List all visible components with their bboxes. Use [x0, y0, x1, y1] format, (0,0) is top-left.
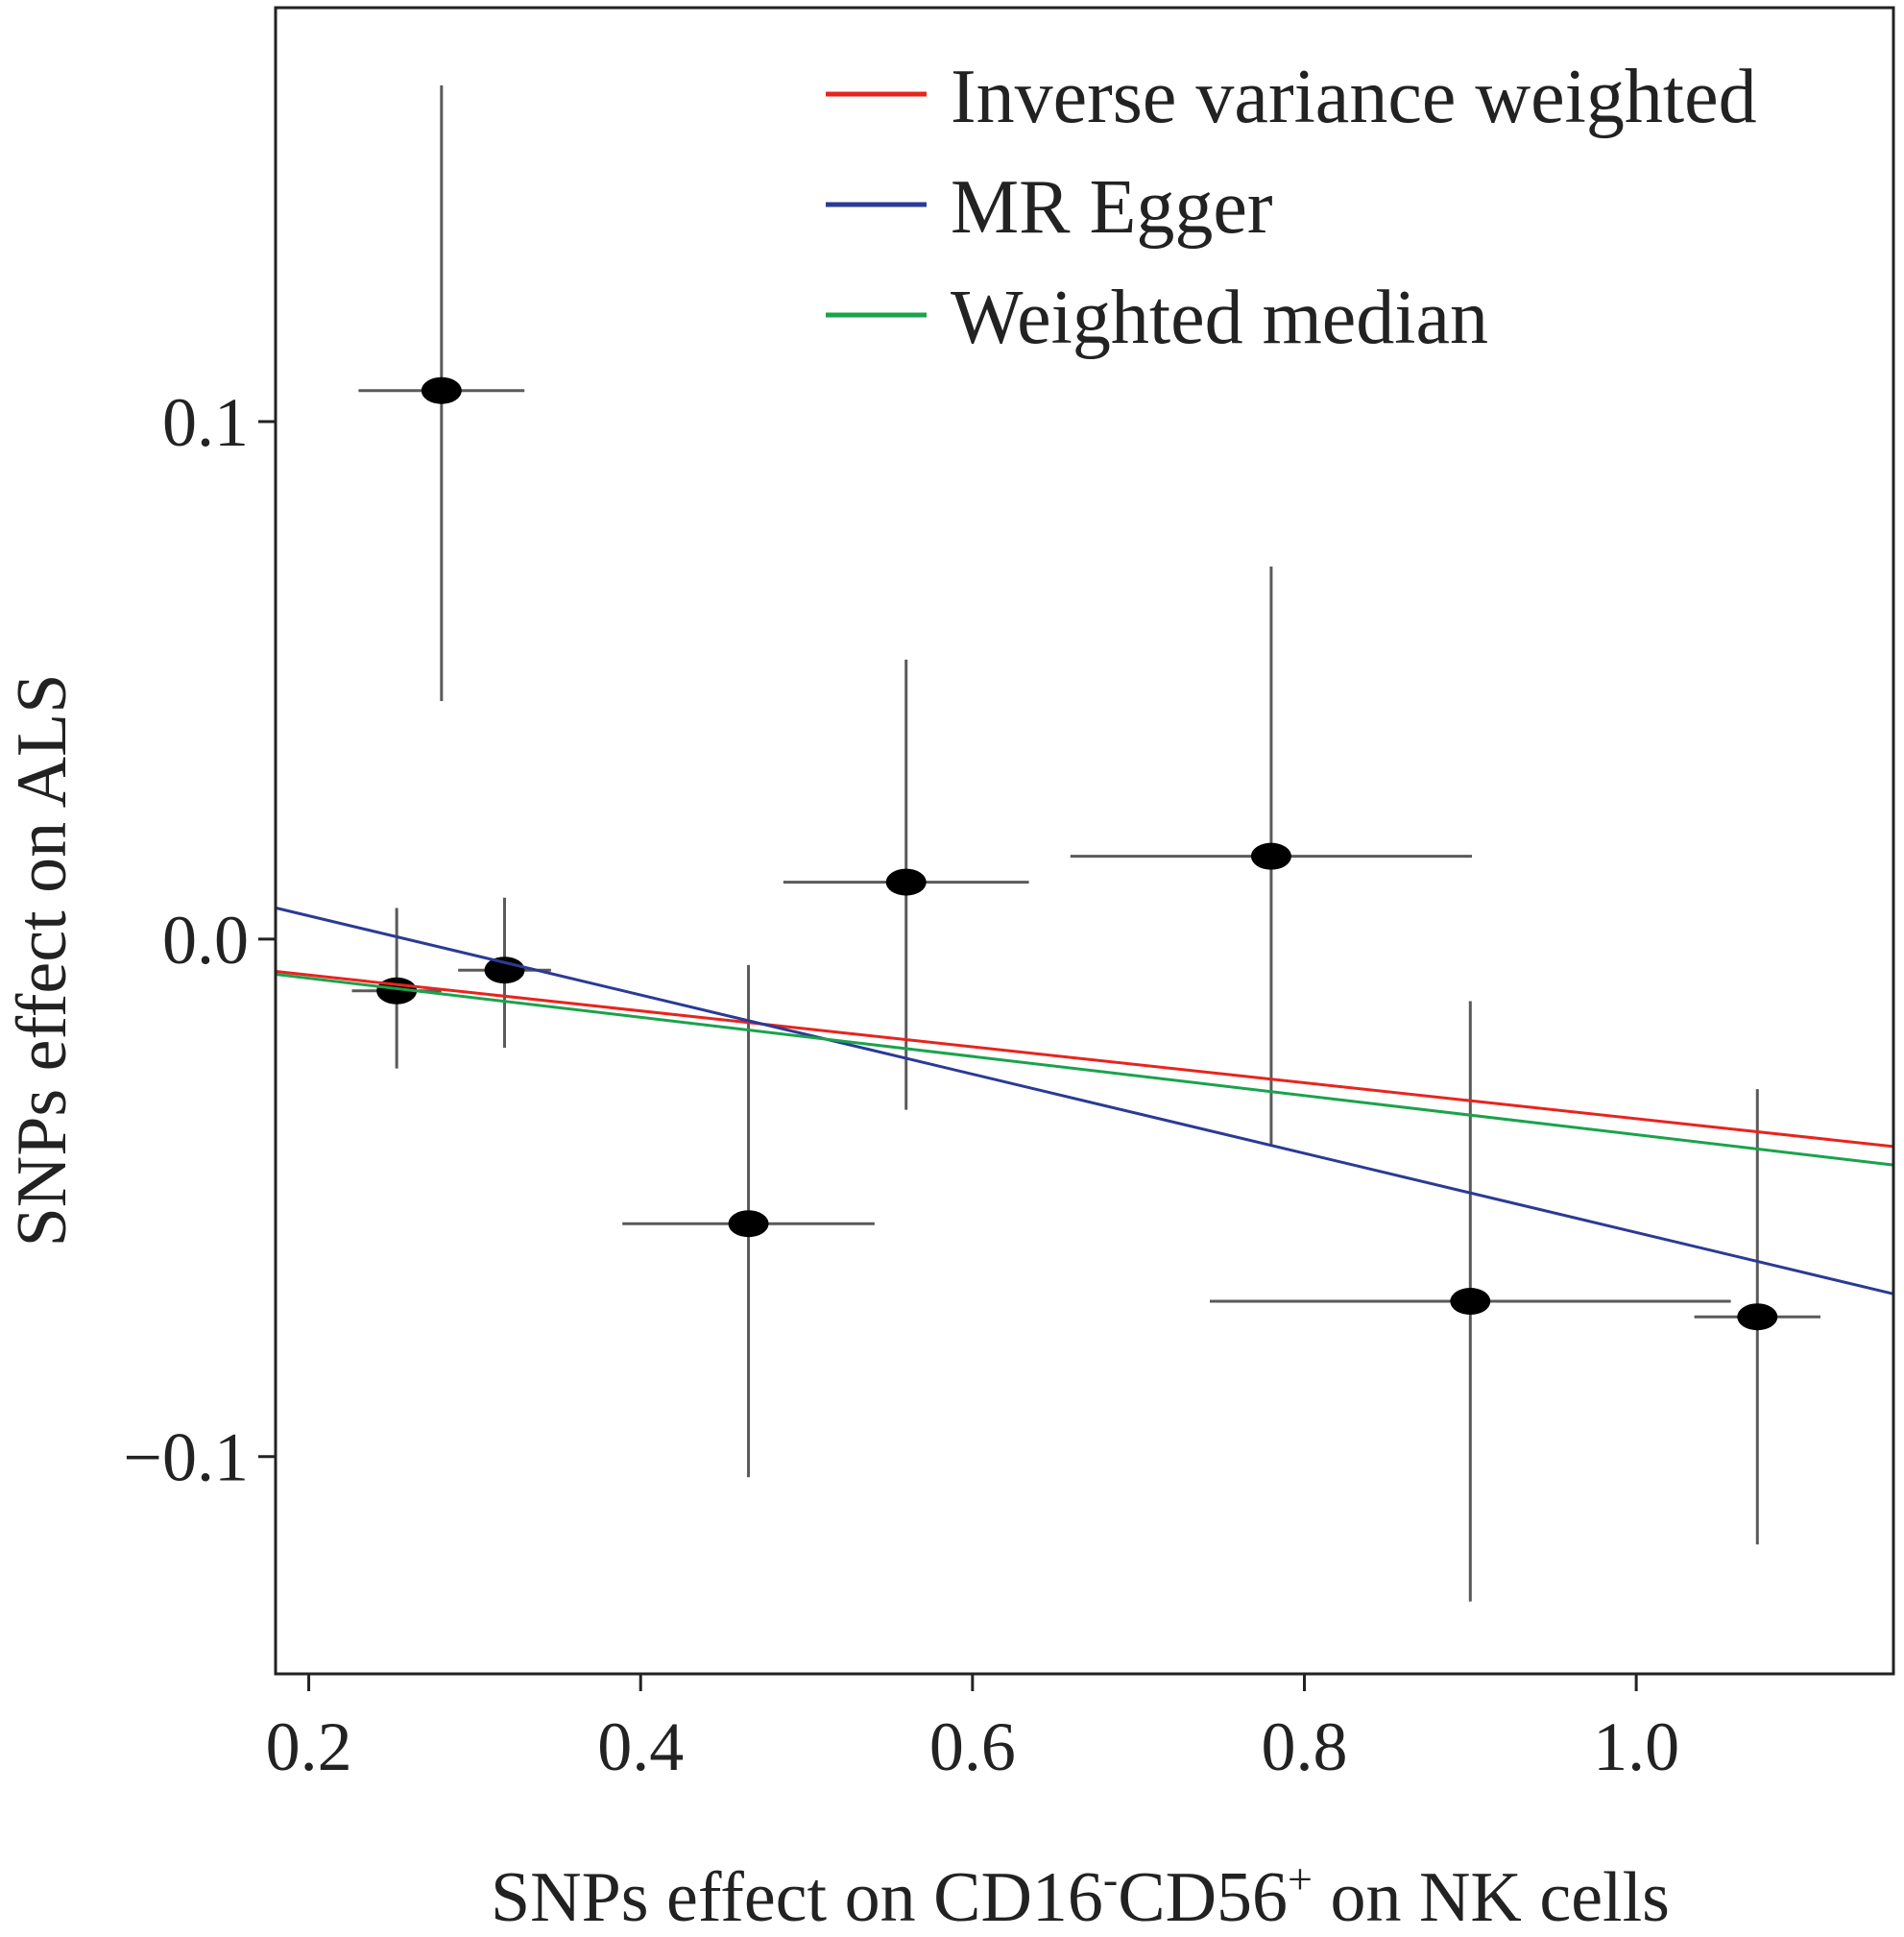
point-marker-7 [1737, 1303, 1778, 1331]
x-tick-label-1: 0.4 [597, 1708, 684, 1785]
fit-line-1 [275, 906, 1894, 1295]
plot-frame [274, 6, 1895, 1676]
x-axis-label-superscript-2: + [1288, 1854, 1313, 1903]
x-axis-label-superscript-1: - [1103, 1854, 1118, 1903]
fit-line-2 [275, 973, 1894, 1167]
fit-lines [275, 906, 1894, 1295]
point-marker-2 [484, 956, 525, 984]
point-marker-3 [728, 1210, 769, 1238]
data-layer [351, 85, 1820, 1602]
point-marker-4 [885, 868, 927, 896]
x-tick-label-2: 0.6 [929, 1708, 1016, 1785]
point-marker-6 [1450, 1288, 1491, 1316]
data-point-5 [1070, 566, 1473, 1147]
point-marker-5 [1250, 842, 1291, 870]
data-point-7 [1694, 1089, 1820, 1545]
x-axis-label: SNPs effect on CD16-CD56+ on NK cells [491, 1854, 1670, 1937]
x-tick-label-4: 1.0 [1593, 1708, 1679, 1785]
y-axis-label: SNPs effect on ALS [3, 674, 82, 1247]
data-point-1 [358, 85, 525, 702]
legend-label-ivw: Inverse variance weighted [951, 55, 1757, 139]
x-axis-label-suffix: on NK cells [1313, 1858, 1670, 1937]
y-tick-label-2: −0.1 [123, 1419, 249, 1496]
legend-label-median: Weighted median [951, 276, 1488, 360]
legend: Inverse variance weighted MR Egger Weigh… [826, 55, 1757, 360]
point-marker-1 [421, 376, 462, 404]
axis-ticks: 0.2 0.4 0.6 0.8 1.0 0.1 0.0 −0.1 [123, 384, 1679, 1785]
x-tick-label-0: 0.2 [266, 1708, 352, 1785]
legend-label-egger: MR Egger [951, 165, 1273, 250]
y-tick-label-1: 0.0 [162, 902, 249, 979]
x-tick-label-3: 0.8 [1261, 1708, 1347, 1785]
fit-line-0 [275, 970, 1894, 1149]
data-point-3 [622, 964, 875, 1478]
x-axis-label-mid: CD56 [1118, 1858, 1288, 1937]
data-point-4 [783, 659, 1029, 1110]
x-axis-label-prefix: SNPs effect on CD16 [491, 1858, 1103, 1937]
y-tick-label-0: 0.1 [162, 384, 249, 461]
